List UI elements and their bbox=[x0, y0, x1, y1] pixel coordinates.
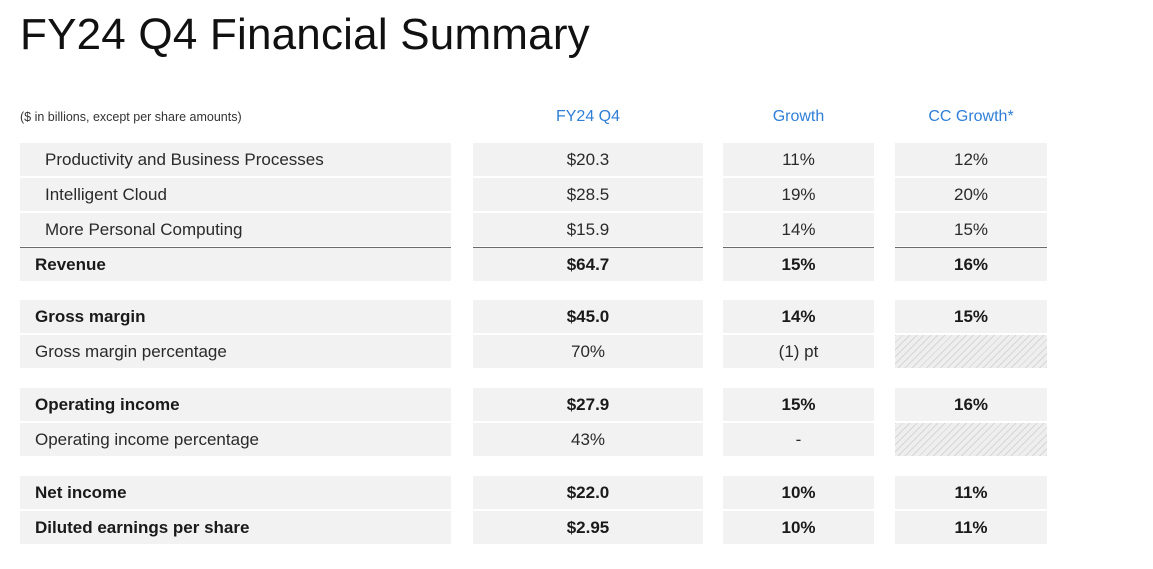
cc-growth-value-operating-income: 16% bbox=[895, 388, 1047, 422]
cc-growth-value-productivity: 12% bbox=[895, 143, 1047, 177]
row-label-productivity: Productivity and Business Processes bbox=[20, 143, 451, 177]
q4-value-gross-margin: $45.0 bbox=[473, 300, 703, 334]
cc-growth-value-diluted-eps: 11% bbox=[895, 511, 1047, 545]
column-header-fy24-q4: FY24 Q4 bbox=[555, 108, 621, 125]
row-label-gross-margin-percentage: Gross margin percentage bbox=[20, 335, 451, 369]
row-label-diluted-eps: Diluted earnings per share bbox=[20, 511, 451, 545]
cc-growth-value-intelligent-cloud: 20% bbox=[895, 178, 1047, 212]
row-label-operating-income-percentage: Operating income percentage bbox=[20, 423, 451, 457]
q4-value-gross-margin-percentage: 70% bbox=[473, 335, 703, 369]
q4-value-net-income: $22.0 bbox=[473, 476, 703, 510]
q4-value-more-personal-computing: $15.9 bbox=[473, 213, 703, 247]
growth-value-gross-margin-percentage: (1) pt bbox=[723, 335, 874, 369]
cc-growth-value-revenue: 16% bbox=[895, 247, 1047, 282]
column-header-cc-growth: CC Growth* bbox=[928, 108, 1014, 125]
q4-value-diluted-eps: $2.95 bbox=[473, 511, 703, 545]
cc-growth-value-gross-margin: 15% bbox=[895, 300, 1047, 334]
page-title: FY24 Q4 Financial Summary bbox=[20, 10, 590, 59]
growth-value-operating-income: 15% bbox=[723, 388, 874, 422]
row-label-revenue: Revenue bbox=[20, 247, 451, 282]
growth-value-more-personal-computing: 14% bbox=[723, 213, 874, 247]
q4-value-revenue: $64.7 bbox=[473, 247, 703, 282]
q4-value-operating-income: $27.9 bbox=[473, 388, 703, 422]
row-label-intelligent-cloud: Intelligent Cloud bbox=[20, 178, 451, 212]
growth-value-productivity: 11% bbox=[723, 143, 874, 177]
cc-growth-hatched-cell bbox=[895, 335, 1047, 369]
growth-value-diluted-eps: 10% bbox=[723, 511, 874, 545]
cc-growth-hatched-cell bbox=[895, 423, 1047, 457]
growth-value-operating-income-percentage: - bbox=[723, 423, 874, 457]
growth-value-net-income: 10% bbox=[723, 476, 874, 510]
units-note: ($ in billions, except per share amounts… bbox=[20, 110, 242, 124]
q4-value-intelligent-cloud: $28.5 bbox=[473, 178, 703, 212]
growth-value-gross-margin: 14% bbox=[723, 300, 874, 334]
row-label-more-personal-computing: More Personal Computing bbox=[20, 213, 451, 247]
q4-value-operating-income-percentage: 43% bbox=[473, 423, 703, 457]
q4-value-productivity: $20.3 bbox=[473, 143, 703, 177]
cc-growth-value-more-personal-computing: 15% bbox=[895, 213, 1047, 247]
growth-value-revenue: 15% bbox=[723, 247, 874, 282]
cc-growth-value-net-income: 11% bbox=[895, 476, 1047, 510]
row-label-gross-margin: Gross margin bbox=[20, 300, 451, 334]
row-label-operating-income: Operating income bbox=[20, 388, 451, 422]
growth-value-intelligent-cloud: 19% bbox=[723, 178, 874, 212]
row-label-net-income: Net income bbox=[20, 476, 451, 510]
column-header-growth: Growth bbox=[772, 108, 825, 125]
